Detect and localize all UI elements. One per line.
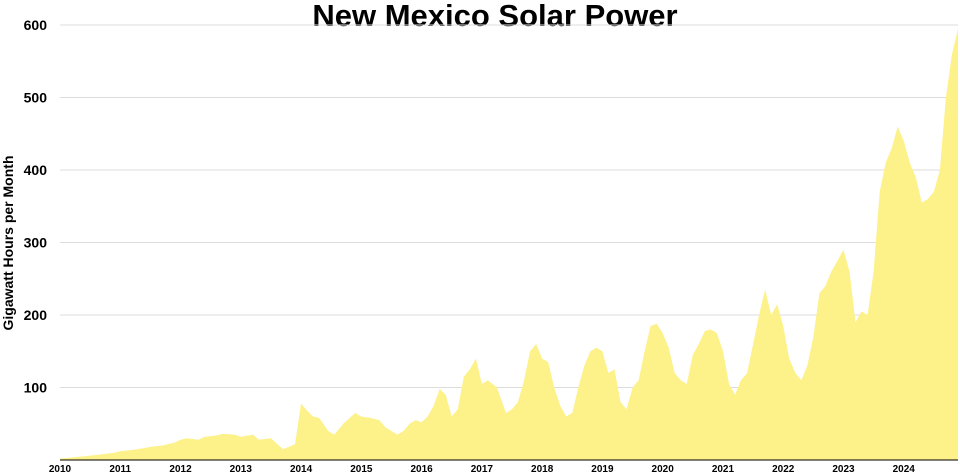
x-tick-label-2017: 2017 bbox=[471, 464, 494, 475]
x-tick-label-2021: 2021 bbox=[712, 464, 735, 475]
y-tick-label-200: 200 bbox=[24, 307, 48, 323]
x-tick-label-2014: 2014 bbox=[290, 464, 313, 475]
x-tick-label-2013: 2013 bbox=[230, 464, 253, 475]
x-tick-label-2015: 2015 bbox=[350, 464, 373, 475]
y-tick-label-500: 500 bbox=[24, 90, 48, 106]
x-tick-label-2016: 2016 bbox=[410, 464, 433, 475]
x-tick-label-2010: 2010 bbox=[49, 464, 72, 475]
series-area-path bbox=[60, 28, 958, 460]
y-axis-label: Gigawatt Hours per Month bbox=[0, 156, 16, 331]
series-area bbox=[60, 28, 958, 460]
x-tick-label-2024: 2024 bbox=[893, 464, 916, 475]
y-tick-label-600: 600 bbox=[24, 17, 48, 33]
y-tick-label-300: 300 bbox=[24, 235, 48, 251]
gridlines bbox=[60, 24, 958, 388]
x-tick-label-2018: 2018 bbox=[531, 464, 554, 475]
x-tick-label-2023: 2023 bbox=[832, 464, 855, 475]
x-tick-label-2011: 2011 bbox=[109, 464, 131, 475]
chart-title: New Mexico Solar Power bbox=[312, 0, 678, 33]
x-tick-label-2019: 2019 bbox=[591, 464, 614, 475]
x-tick-label-2012: 2012 bbox=[169, 464, 192, 475]
x-tick-label-2020: 2020 bbox=[652, 464, 675, 475]
y-tick-label-100: 100 bbox=[24, 380, 48, 396]
y-tick-label-400: 400 bbox=[24, 162, 48, 178]
x-tick-label-2022: 2022 bbox=[772, 464, 795, 475]
y-tick-labels: 100 200 300 400 500 600 bbox=[24, 17, 48, 396]
x-tick-labels: 2010 2011 2012 2013 2014 2015 2016 2017 2018 2019… bbox=[49, 464, 915, 475]
